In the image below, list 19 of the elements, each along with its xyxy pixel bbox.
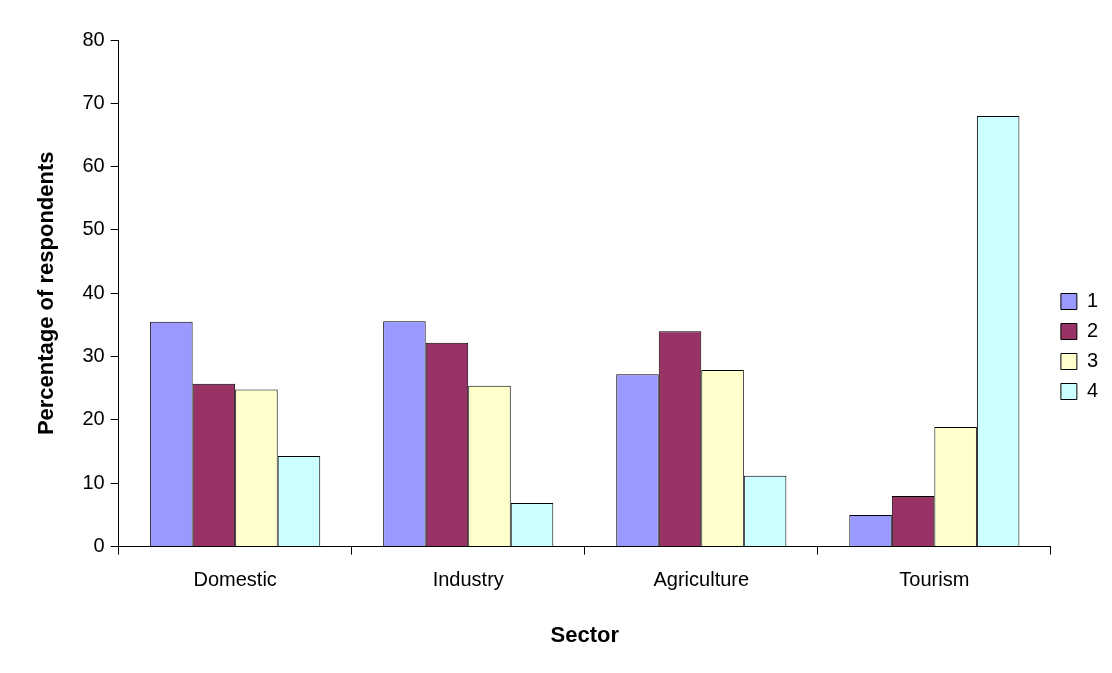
y-axis-title: Percentage of respondents xyxy=(33,151,59,436)
y-tick-label: 30 xyxy=(82,344,105,367)
y-tick-label: 50 xyxy=(82,217,105,240)
x-tick-label: Industry xyxy=(432,568,504,591)
y-tick-label: 20 xyxy=(82,407,105,430)
x-tick-label: Tourism xyxy=(899,568,970,591)
legend-label: 1 xyxy=(1086,289,1098,312)
legend-label: 2 xyxy=(1086,319,1098,342)
y-tick-label: 0 xyxy=(93,534,105,557)
legend-label: 3 xyxy=(1086,349,1098,372)
x-tick-label: Agriculture xyxy=(653,568,750,591)
x-tick-label: Domestic xyxy=(193,568,277,591)
y-tick-label: 40 xyxy=(82,280,105,303)
y-tick-label: 80 xyxy=(82,27,105,50)
y-tick-label: 10 xyxy=(82,470,105,493)
x-axis-title: Sector xyxy=(550,621,620,647)
legend-label: 4 xyxy=(1086,379,1098,402)
y-tick-label: 70 xyxy=(82,90,105,113)
y-tick-label: 60 xyxy=(82,154,105,177)
